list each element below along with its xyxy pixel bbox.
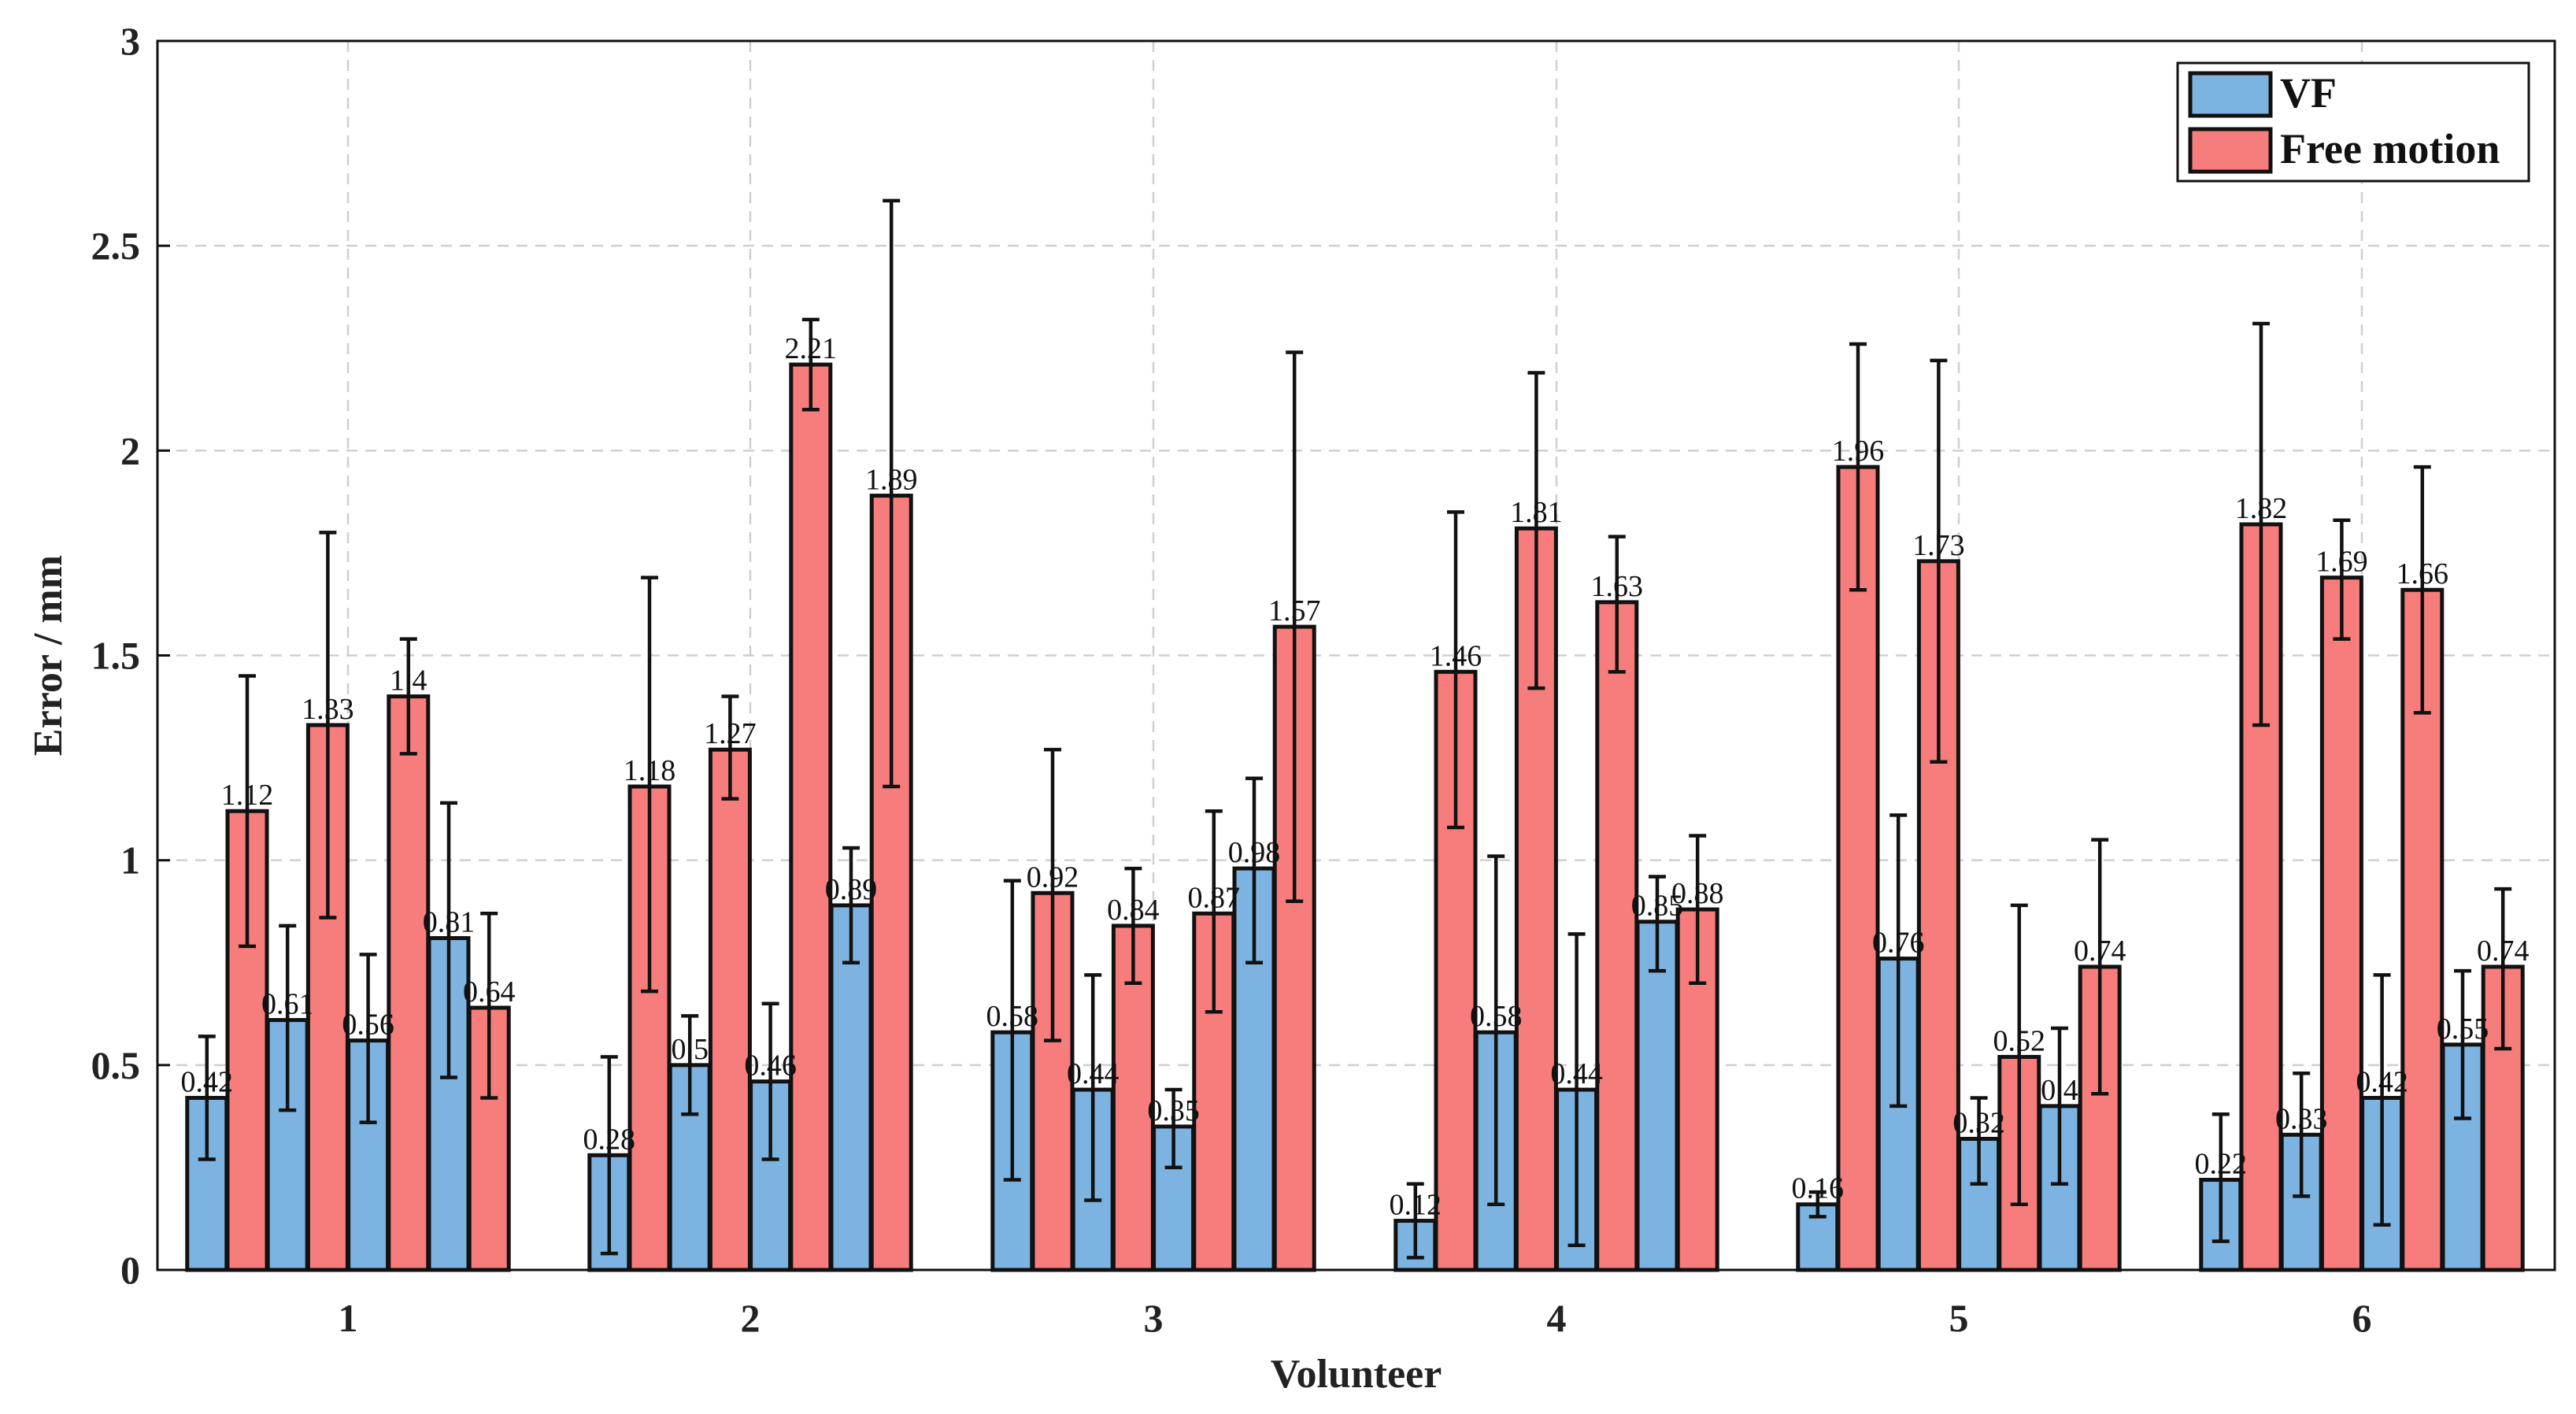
data-label: 0.35 [1147, 1094, 1200, 1127]
data-label: 1.33 [302, 693, 354, 726]
legend-swatch-free-motion [2188, 127, 2273, 174]
y-tick-label: 1.5 [91, 634, 141, 678]
data-label: 0.58 [1470, 1000, 1523, 1033]
bars [185, 362, 2525, 1272]
x-axis-title: Volunteer [1271, 1352, 1442, 1397]
data-label: 2.21 [785, 332, 838, 365]
x-tick-label: 3 [1144, 1296, 1164, 1340]
data-label: 1.27 [704, 717, 757, 750]
data-label: 0.64 [463, 975, 516, 1009]
data-label: 1.96 [1832, 435, 1885, 468]
error-bars [198, 198, 2512, 1260]
x-tick-label: 4 [1547, 1296, 1567, 1340]
bar-vf [1635, 920, 1679, 1272]
legend-label-free-motion: Free motion [2280, 125, 2500, 172]
data-label: 0.12 [1390, 1189, 1442, 1222]
data-label: 0.44 [1067, 1057, 1120, 1090]
data-label: 1.46 [1430, 639, 1482, 672]
data-label: 1.4 [390, 664, 427, 698]
data-label: 1.18 [624, 754, 676, 787]
data-label: 0.98 [1228, 836, 1281, 869]
data-label: 0.89 [825, 873, 878, 906]
data-label: 0.84 [1107, 894, 1160, 927]
data-label: 0.61 [261, 988, 314, 1021]
data-label: 0.85 [1631, 890, 1684, 923]
x-axis-ticks: 1 2 3 4 5 6 [339, 1257, 2372, 1340]
data-label: 1.81 [1510, 496, 1563, 529]
data-label: 0.22 [2195, 1148, 2248, 1181]
data-label: 0.28 [583, 1123, 636, 1156]
bar-free-motion [2319, 576, 2363, 1272]
x-tick-label: 2 [741, 1296, 761, 1340]
data-label: 1.66 [2396, 557, 2449, 590]
legend-label-vf: VF [2280, 69, 2337, 117]
data-label: 0.52 [1993, 1024, 2046, 1057]
y-tick-label: 2 [120, 428, 140, 472]
data-label: 0.92 [1027, 861, 1079, 894]
bar-free-motion [789, 362, 833, 1272]
data-label: 1.63 [1591, 570, 1644, 603]
bar-free-motion [1595, 600, 1639, 1272]
data-label: 1.73 [1912, 529, 1965, 562]
y-tick-label: 3 [120, 19, 140, 63]
data-label: 0.56 [342, 1009, 394, 1042]
data-label: 0.76 [1872, 927, 1925, 960]
data-label: 0.46 [744, 1049, 797, 1083]
x-tick-label: 6 [2352, 1296, 2372, 1340]
data-label: 0.4 [2041, 1074, 2078, 1107]
data-label: 0.55 [2437, 1012, 2489, 1046]
data-label: 0.42 [181, 1065, 234, 1098]
bar-free-motion [708, 747, 752, 1272]
bar-free-motion [1111, 924, 1155, 1272]
data-label: 0.33 [2275, 1102, 2328, 1135]
data-label: 0.44 [1550, 1057, 1603, 1090]
data-label: 1.69 [2315, 546, 2368, 579]
x-tick-label: 5 [1949, 1296, 1969, 1340]
data-label: 0.32 [1952, 1106, 2005, 1139]
y-tick-label: 0.5 [91, 1043, 141, 1087]
x-tick-label: 1 [339, 1296, 358, 1340]
data-label: 0.81 [423, 906, 476, 939]
data-label: 0.74 [2074, 935, 2126, 968]
y-axis-ticks: 0 0.5 1 1.5 2 2.5 3 [91, 19, 170, 1292]
y-tick-label: 1 [120, 838, 140, 883]
data-label: 0.16 [1792, 1172, 1845, 1205]
data-label: 1.57 [1268, 594, 1321, 627]
y-tick-label: 0 [120, 1248, 140, 1292]
legend: VF Free motion [2176, 61, 2530, 183]
data-label: 1.82 [2235, 492, 2288, 525]
data-label: 0.42 [2356, 1065, 2408, 1098]
data-label: 0.5 [671, 1033, 709, 1066]
data-labels: 0.42 1.12 0.61 1.33 0.56 1.4 0.81 0.64 0.28 1.18 0… [181, 332, 2530, 1221]
y-tick-label: 2.5 [91, 224, 141, 268]
data-label: 0.87 [1188, 881, 1241, 914]
y-axis-title: Error / mm [26, 555, 71, 756]
data-label: 0.74 [2477, 935, 2530, 968]
data-label: 1.12 [221, 779, 274, 812]
bar-free-motion [1272, 624, 1316, 1272]
bar-free-motion [387, 694, 431, 1272]
data-label: 1.89 [865, 464, 918, 497]
data-label: 0.88 [1671, 877, 1724, 910]
data-label: 0.58 [986, 1000, 1039, 1033]
legend-swatch-vf [2188, 71, 2273, 118]
